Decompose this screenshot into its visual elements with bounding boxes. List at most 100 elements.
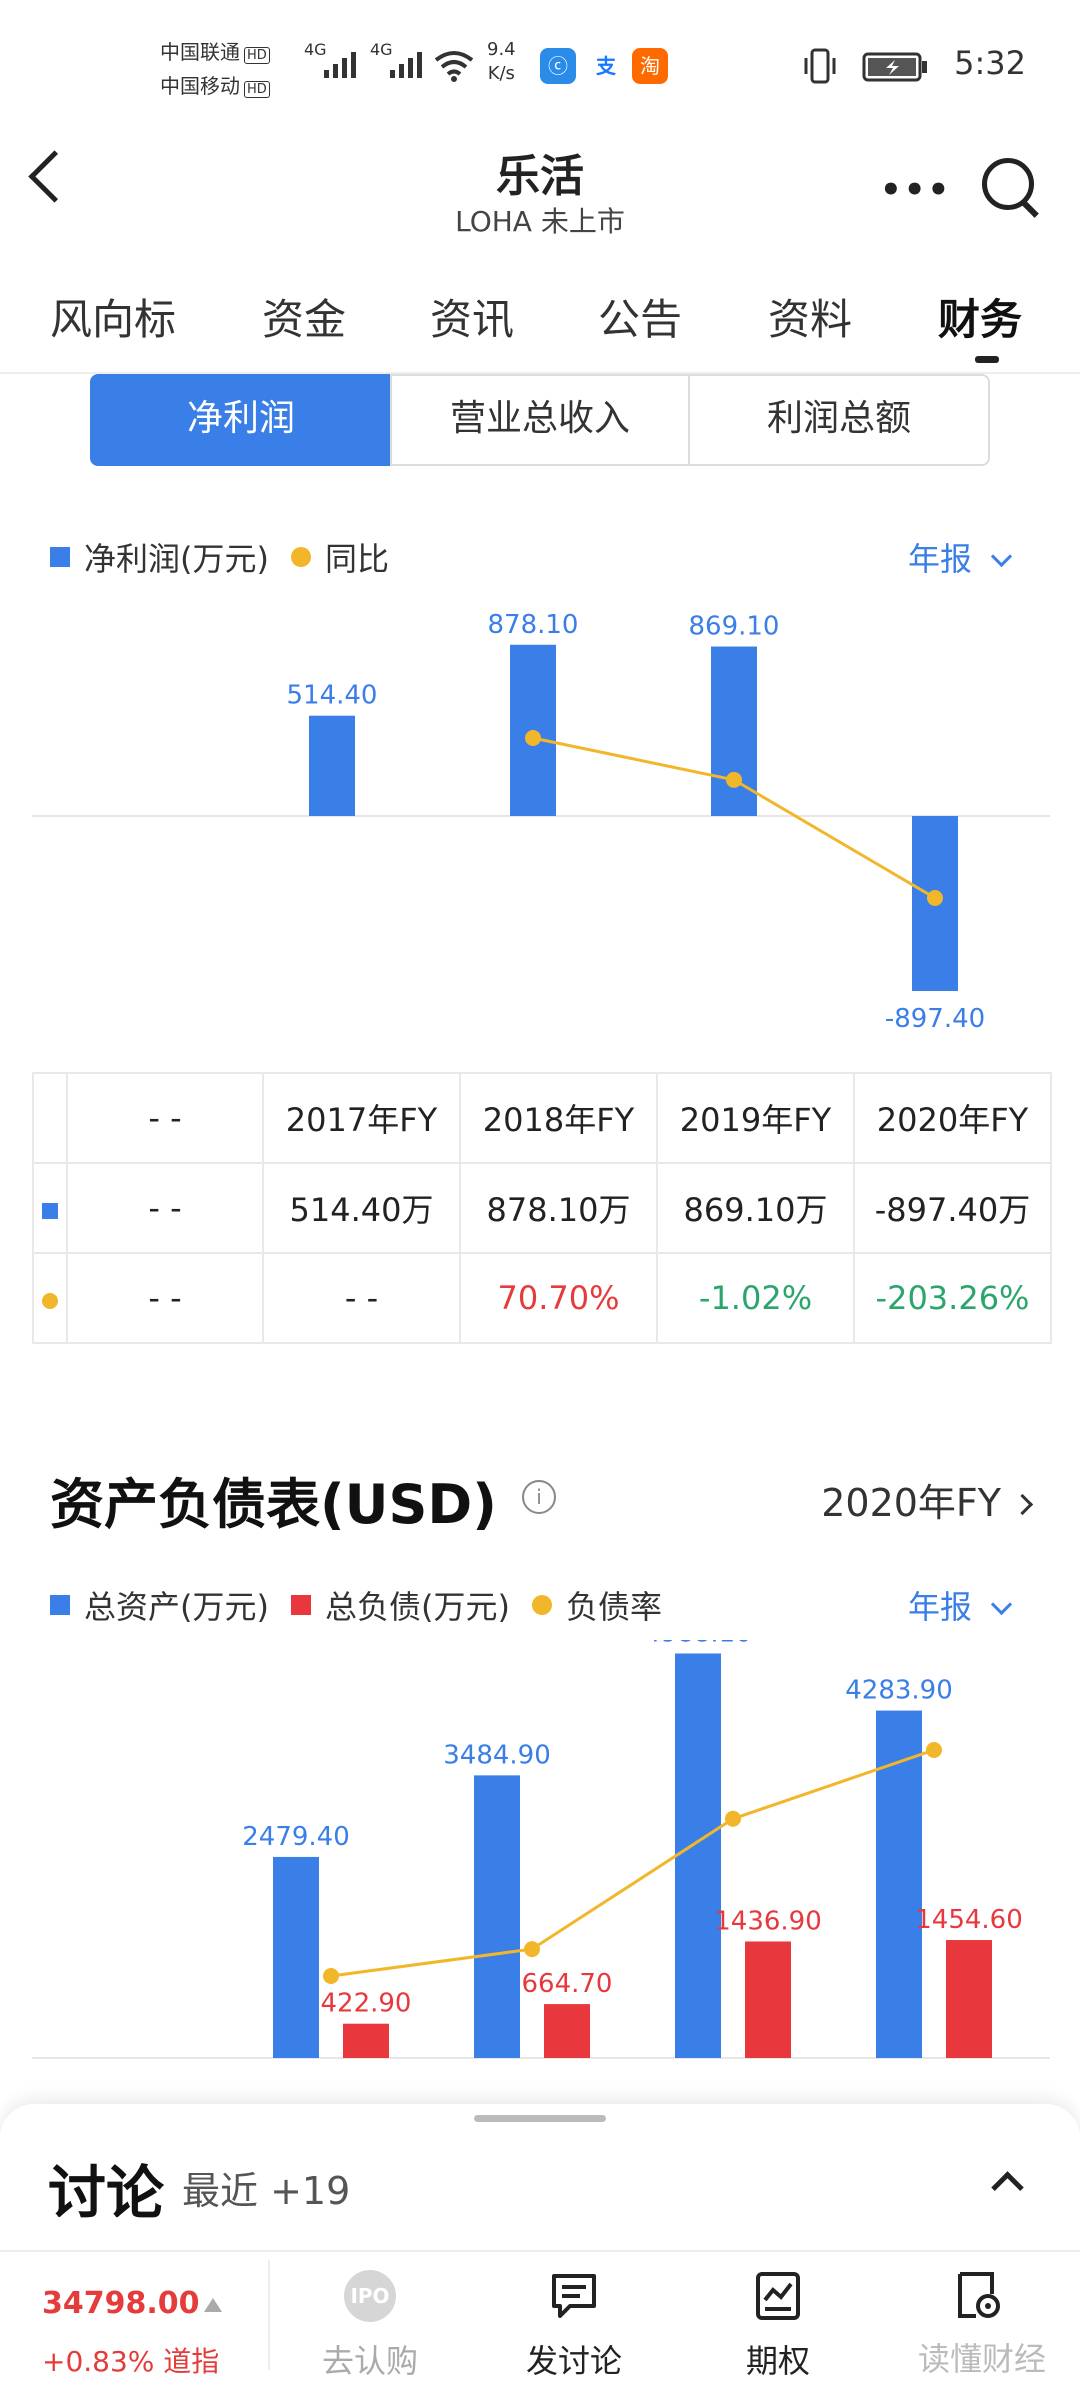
- table-cell: 514.40万: [262, 1162, 461, 1254]
- bar-value-label: 514.40: [287, 681, 378, 711]
- balance-sheet-title: 资产负债表(USD): [50, 1473, 497, 1536]
- table-cell: -203.26%: [853, 1252, 1052, 1344]
- yellow-dot-icon: [42, 1293, 58, 1309]
- carrier-2: 中国移动 HD: [160, 70, 270, 99]
- liability-value-label: 664.70: [522, 1969, 613, 1999]
- liability-value-label: 422.90: [321, 1989, 412, 2019]
- total-assets-bar: [675, 1653, 721, 2058]
- legend-dot-icon: [531, 1595, 552, 1615]
- chevron-down-icon: [990, 1593, 1013, 1616]
- watermark-text: 读懂财经: [918, 2340, 1047, 2378]
- table-cell: -1.02%: [656, 1252, 855, 1344]
- table-header-2017: 2017年FY: [262, 1072, 461, 1164]
- total-liabilities-bar: [946, 1940, 992, 2058]
- debt-ratio-point: [725, 1810, 741, 1827]
- tab-announcements[interactable]: 公告: [598, 295, 683, 344]
- page-subtitle: LOHA 未上市: [455, 205, 625, 238]
- asset-value-label: 4988.10: [644, 1640, 752, 1648]
- drag-handle[interactable]: [474, 2115, 606, 2122]
- subscribe-button[interactable]: 去认购: [321, 2342, 418, 2380]
- ipo-icon[interactable]: IPO: [344, 2270, 396, 2322]
- asset-value-label: 2479.40: [242, 1822, 350, 1852]
- table-row-net-profit: - - 514.40万 878.10万 869.10万 -897.40万: [32, 1162, 1052, 1254]
- total-liabilities-bar: [745, 1941, 791, 2058]
- table-cell: - -: [66, 1072, 264, 1164]
- tab-financials[interactable]: 财务: [938, 295, 1023, 344]
- legend-square-icon: [290, 1595, 311, 1615]
- liability-value-label: 1436.90: [714, 1906, 822, 1936]
- signal-icon-1: [324, 50, 360, 78]
- yoy-point: [525, 730, 541, 746]
- post-discussion-button[interactable]: 发讨论: [525, 2342, 622, 2380]
- page-title: 乐活: [496, 151, 584, 202]
- total-assets-bar: [273, 1856, 319, 2058]
- clock: 5:32: [954, 44, 1026, 82]
- table-cell: - -: [66, 1252, 264, 1344]
- discussion-title: 讨论: [48, 2159, 165, 2227]
- balance-period-selector[interactable]: 2020年FY: [821, 1472, 1034, 1527]
- profit-table: - - 2017年FY 2018年FY 2019年FY 2020年FY - - …: [32, 1072, 1052, 1344]
- profit-period-selector[interactable]: 年报: [908, 534, 1013, 580]
- yoy-point: [726, 771, 742, 788]
- table-cell: 70.70%: [459, 1252, 658, 1344]
- legend-square-icon: [50, 547, 70, 567]
- network-speed: 9.4 K/s: [487, 39, 516, 84]
- wifi-icon: [434, 51, 474, 82]
- index-value[interactable]: 34798.00: [42, 2286, 200, 2321]
- chevron-right-icon: [1011, 1493, 1034, 1516]
- legend-dot-icon: [290, 547, 311, 567]
- legend-total-liabilities: 总负债(万元): [324, 1588, 510, 1626]
- table-cell: - -: [262, 1252, 461, 1344]
- segment-total-profit[interactable]: 利润总额: [688, 374, 990, 466]
- yoy-point: [927, 890, 943, 906]
- debt-ratio-point: [524, 1941, 540, 1958]
- tab-divider: [0, 372, 1080, 374]
- tab-profile[interactable]: 资料: [768, 295, 853, 344]
- network-type-2: 4G: [370, 40, 393, 59]
- legend-square-icon: [50, 1595, 70, 1615]
- bar-value-label: 869.10: [689, 612, 780, 642]
- table-header-2019: 2019年FY: [656, 1072, 855, 1164]
- bottom-bar: [0, 2250, 1080, 2402]
- legend-debt-ratio: 负债率: [565, 1588, 662, 1626]
- discussion-recent-count: 最近 +19: [182, 2169, 351, 2213]
- tab-wind-vane[interactable]: 风向标: [50, 295, 177, 344]
- more-options-icon[interactable]: •••: [880, 170, 952, 210]
- comment-icon[interactable]: [548, 2270, 600, 2322]
- segment-total-revenue[interactable]: 营业总收入: [390, 374, 690, 466]
- table-cell: 878.10万: [459, 1162, 658, 1254]
- profit-legend: 净利润(万元) 同比: [50, 534, 389, 580]
- battery-icon: [862, 52, 927, 82]
- vibrate-icon: [804, 48, 836, 84]
- debt-ratio-line: [330, 1748, 935, 1978]
- table-cell: - -: [66, 1162, 264, 1254]
- triangle-up-icon: [204, 2298, 222, 2312]
- watchlist-icon[interactable]: [952, 2270, 1004, 2322]
- tab-funds[interactable]: 资金: [262, 295, 347, 344]
- balance-sheet-chart: 2479.40 3484.90 4988.10 4283.90 422.90 664.70…: [32, 1640, 1050, 2059]
- debt-ratio-point: [323, 1968, 339, 1984]
- info-icon[interactable]: i: [522, 1480, 556, 1514]
- table-cell: 869.10万: [656, 1162, 855, 1254]
- bar-value-label: -897.40: [885, 1004, 985, 1034]
- segment-net-profit[interactable]: 净利润: [90, 374, 392, 466]
- blue-square-icon: [42, 1203, 58, 1219]
- table-header-2018: 2018年FY: [459, 1072, 658, 1164]
- options-button[interactable]: 期权: [745, 2342, 810, 2380]
- net-profit-chart: 514.40 878.10 869.10 -897.40: [32, 610, 1050, 1034]
- legend-total-assets: 总资产(万元): [84, 1588, 269, 1626]
- net-profit-bar: [309, 715, 355, 816]
- balance-chart-period-selector[interactable]: 年报: [908, 1582, 1013, 1628]
- tab-news[interactable]: 资讯: [430, 295, 515, 344]
- asset-value-label: 3484.90: [443, 1740, 551, 1770]
- debt-ratio-point: [926, 1742, 942, 1758]
- c-icon: ⓒ: [540, 48, 576, 84]
- network-type-1: 4G: [304, 40, 327, 59]
- index-change[interactable]: +0.83% 道指: [42, 2345, 220, 2378]
- carrier-1: 中国联通 HD: [160, 36, 270, 65]
- chart-board-icon[interactable]: [752, 2270, 804, 2322]
- legend-yoy: 同比: [324, 540, 389, 578]
- chevron-down-icon: [990, 545, 1013, 568]
- liability-value-label: 1454.60: [915, 1905, 1023, 1935]
- search-icon[interactable]: [982, 158, 1034, 210]
